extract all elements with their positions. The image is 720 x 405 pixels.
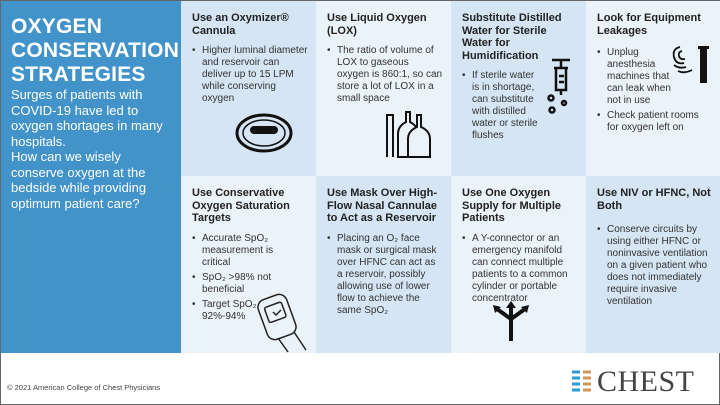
card-one-oxygen-supply: Use One Oxygen Supply for Multiple Patie…	[451, 176, 586, 353]
pulse-oximeter-icon	[257, 293, 307, 353]
card-title: Use an Oxymizer® Cannula	[192, 12, 289, 37]
chest-logo: CHEST	[571, 365, 695, 399]
card-bullet: Accurate SpO₂ measurement is critical	[192, 233, 277, 269]
card-title: Use Mask Over High-Flow Nasal Cannulae t…	[327, 187, 438, 224]
card-bullet: SpO₂ >98% not beneficial	[192, 272, 277, 296]
card-title: Look for Equipment Leakages	[597, 12, 701, 37]
card-oxymizer: Use an Oxymizer® Cannula Higher luminal …	[181, 1, 316, 176]
card-niv-or-hfnc: Use NIV or HFNC, Not Both Conserve circu…	[586, 176, 720, 353]
page-title: OXYGEN CONSERVATION STRATEGIES	[11, 15, 180, 86]
card-bullet: The ratio of volume of LOX to gaseous ox…	[327, 45, 443, 105]
intro-question: How can we wisely conserve oxygen at the…	[11, 149, 147, 211]
card-bullet: A Y-connector or an emergency manifold c…	[462, 233, 578, 305]
oxygen-tanks-icon	[386, 111, 431, 158]
card-title: Substitute Distilled Water for Sterile W…	[462, 12, 562, 62]
card-liquid-oxygen: Use Liquid Oxygen (LOX) The ratio of vol…	[316, 1, 451, 176]
intro-text: Surges of patients with COVID-19 have le…	[11, 87, 163, 149]
card-mask-over-hfnc: Use Mask Over High-Flow Nasal Cannulae t…	[316, 176, 451, 353]
card-title: Use Liquid Oxygen (LOX)	[327, 12, 427, 37]
card-title: Use NIV or HFNC, Not Both	[597, 187, 711, 212]
card-bullet: Unplug anesthesia machines that can leak…	[597, 47, 677, 107]
chest-logo-icon	[572, 370, 591, 392]
intro-panel: OXYGEN CONSERVATION STRATEGIES Surges of…	[1, 1, 181, 353]
card-distilled-water: Substitute Distilled Water for Sterile W…	[451, 1, 586, 176]
chest-logo-text: CHEST	[597, 365, 695, 398]
card-bullet: Placing an O₂ face mask or surgical mask…	[327, 233, 443, 317]
card-bullet: Conserve circuits by using either HFNC o…	[597, 224, 713, 308]
card-bullet: Higher luminal diameter and reservoir ca…	[192, 45, 308, 105]
card-equipment-leakages: Look for Equipment Leakages Unplug anest…	[586, 1, 720, 176]
card-bullet: Target SpO₂ 92%-94%	[192, 299, 277, 323]
card-bullet: Check patient rooms for oxygen left on	[597, 110, 713, 134]
card-title: Use Conservative Oxygen Saturation Targe…	[192, 187, 290, 224]
copyright-text: © 2021 American College of Chest Physici…	[7, 383, 161, 392]
card-bullet: If sterile water is in shortage, can sub…	[462, 70, 542, 142]
card-title: Use One Oxygen Supply for Multiple Patie…	[462, 187, 561, 224]
cannula-icon	[235, 113, 293, 153]
gas-leak-icon	[672, 46, 709, 83]
card-saturation-targets: Use Conservative Oxygen Saturation Targe…	[181, 176, 316, 353]
syringe-icon	[547, 58, 570, 114]
split-arrow-icon	[493, 301, 529, 341]
